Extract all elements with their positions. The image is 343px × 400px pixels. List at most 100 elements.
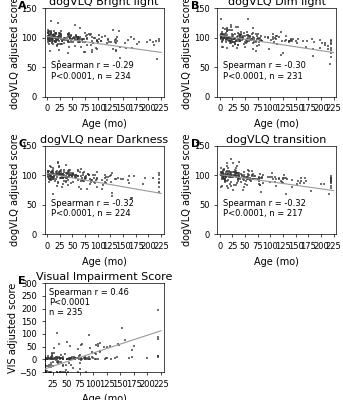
Point xyxy=(233,37,239,44)
Point xyxy=(220,44,226,50)
Point xyxy=(93,350,98,357)
Point xyxy=(140,181,146,187)
Point xyxy=(90,40,96,46)
Point xyxy=(219,175,225,182)
Point xyxy=(97,340,102,346)
Point xyxy=(221,167,226,174)
Point xyxy=(227,172,233,179)
Point xyxy=(113,47,119,53)
Point xyxy=(112,39,118,45)
Point xyxy=(233,172,238,178)
Point xyxy=(228,182,234,189)
Point xyxy=(248,36,254,43)
Point xyxy=(224,168,229,174)
Point xyxy=(52,33,57,39)
Point xyxy=(251,25,256,31)
Point xyxy=(229,24,234,31)
Point xyxy=(102,179,108,185)
Point xyxy=(53,31,58,38)
Point xyxy=(79,36,84,42)
Point xyxy=(328,40,334,47)
Point xyxy=(50,34,56,40)
Point xyxy=(98,38,104,44)
Point xyxy=(56,33,62,39)
Point xyxy=(42,358,47,364)
Point xyxy=(73,174,79,181)
Point xyxy=(51,32,56,38)
Point xyxy=(236,159,241,165)
Point xyxy=(328,54,334,60)
Point xyxy=(50,32,56,38)
Point xyxy=(224,34,230,41)
Point xyxy=(49,350,55,356)
Point xyxy=(235,34,240,40)
Text: Spearman r = -0.29
P<0.0001, n = 234: Spearman r = -0.29 P<0.0001, n = 234 xyxy=(50,61,133,81)
Point xyxy=(62,350,68,357)
Point xyxy=(249,172,254,179)
Point xyxy=(52,38,58,44)
Point xyxy=(43,369,48,375)
Point xyxy=(48,362,54,368)
Point xyxy=(60,171,66,178)
Point xyxy=(259,174,265,181)
Point xyxy=(122,40,127,46)
Point xyxy=(128,34,134,40)
Point xyxy=(64,175,70,181)
Point xyxy=(50,359,56,366)
Point xyxy=(48,36,53,42)
Point xyxy=(66,31,72,38)
Point xyxy=(45,368,50,374)
Point xyxy=(42,369,47,375)
Point xyxy=(229,38,234,44)
Point xyxy=(303,177,308,184)
Point xyxy=(328,174,334,181)
Point xyxy=(295,36,301,42)
Point xyxy=(49,164,54,170)
Point xyxy=(60,181,66,188)
Point xyxy=(286,39,292,46)
Point xyxy=(219,172,225,178)
Point xyxy=(72,172,78,179)
Point xyxy=(136,39,141,45)
Point xyxy=(46,171,52,177)
Point xyxy=(69,174,75,181)
Point xyxy=(239,171,244,178)
Point xyxy=(99,34,105,41)
Point xyxy=(229,39,235,45)
Point xyxy=(42,365,47,371)
Point xyxy=(51,176,57,182)
Point xyxy=(66,30,72,36)
Point xyxy=(62,369,68,375)
Point xyxy=(63,179,69,186)
Point xyxy=(289,38,295,44)
Point xyxy=(258,182,263,188)
Point xyxy=(90,172,96,178)
Point xyxy=(234,173,239,179)
Point xyxy=(94,356,99,362)
Y-axis label: VIS adjusted score: VIS adjusted score xyxy=(8,282,18,373)
Point xyxy=(237,38,242,44)
Point xyxy=(156,38,161,45)
Point xyxy=(79,186,84,192)
Point xyxy=(78,366,83,372)
Point xyxy=(63,172,69,179)
Point xyxy=(48,177,54,184)
Point xyxy=(233,165,238,171)
Point xyxy=(67,44,72,50)
Point xyxy=(233,170,238,177)
Point xyxy=(242,177,247,184)
Point xyxy=(283,37,289,43)
Point xyxy=(129,195,135,201)
Point xyxy=(42,355,47,361)
Point xyxy=(295,181,300,187)
Point xyxy=(218,16,223,22)
Point xyxy=(232,39,237,45)
Point xyxy=(72,356,78,362)
Point xyxy=(48,174,54,180)
Point xyxy=(44,355,49,361)
Point xyxy=(55,355,60,362)
Point xyxy=(60,175,66,181)
Point xyxy=(65,356,71,362)
Point xyxy=(225,173,230,179)
Point xyxy=(42,364,47,370)
